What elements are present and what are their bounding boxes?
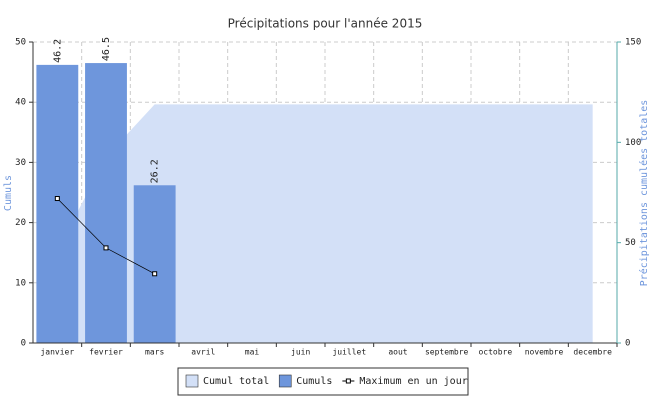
legend-box bbox=[177, 367, 469, 396]
y-tick-label: 0 bbox=[21, 339, 26, 349]
legend-label: Maximum en un jour bbox=[359, 376, 467, 387]
bar-value-label: 26.2 bbox=[150, 159, 161, 183]
y2-tick-label: 100 bbox=[625, 138, 641, 148]
y2-tick-label: 50 bbox=[625, 238, 636, 248]
legend-label: Cumul total bbox=[203, 376, 269, 387]
legend-swatch bbox=[278, 374, 292, 388]
x-tick-label: novembre bbox=[525, 348, 564, 357]
x-tick-label: mars bbox=[145, 348, 164, 357]
bar bbox=[36, 64, 79, 343]
bar-value-label: 46.5 bbox=[101, 37, 112, 61]
x-tick-label: fevrier bbox=[89, 348, 123, 357]
x-tick-label: avril bbox=[191, 348, 215, 357]
y-tick-label: 40 bbox=[15, 98, 26, 108]
line-marker bbox=[54, 196, 60, 202]
legend-swatch-marker bbox=[345, 378, 351, 384]
x-tick-label: janvier bbox=[40, 348, 74, 357]
y-tick-label: 50 bbox=[15, 38, 26, 48]
x-tick-label: juin bbox=[291, 348, 310, 357]
bar bbox=[85, 63, 127, 343]
x-tick-label: decembre bbox=[573, 348, 612, 357]
y-tick-label: 20 bbox=[15, 218, 26, 228]
x-tick-label: juillet bbox=[332, 348, 366, 357]
x-tick-label: aout bbox=[388, 348, 407, 357]
y2-axis-label: Précipitations cumulées totales bbox=[638, 100, 650, 287]
x-tick-label: septembre bbox=[425, 348, 469, 357]
legend-swatch bbox=[185, 374, 199, 388]
x-tick-label: mai bbox=[245, 348, 260, 357]
y-tick-label: 10 bbox=[15, 278, 26, 288]
line-marker bbox=[152, 271, 158, 277]
area bbox=[57, 104, 593, 343]
bar-value-label: 46.2 bbox=[52, 39, 63, 63]
chart-title: Précipitations pour l'année 2015 bbox=[228, 17, 423, 31]
bar bbox=[133, 185, 176, 343]
y2-tick-label: 0 bbox=[625, 339, 630, 349]
line-marker bbox=[103, 245, 109, 251]
x-tick-label: octobre bbox=[478, 348, 512, 357]
y-axis-label: Cumuls bbox=[3, 175, 14, 211]
y-tick-label: 30 bbox=[15, 158, 26, 168]
y2-tick-label: 150 bbox=[625, 38, 641, 48]
legend-label: Cumuls bbox=[296, 376, 332, 387]
